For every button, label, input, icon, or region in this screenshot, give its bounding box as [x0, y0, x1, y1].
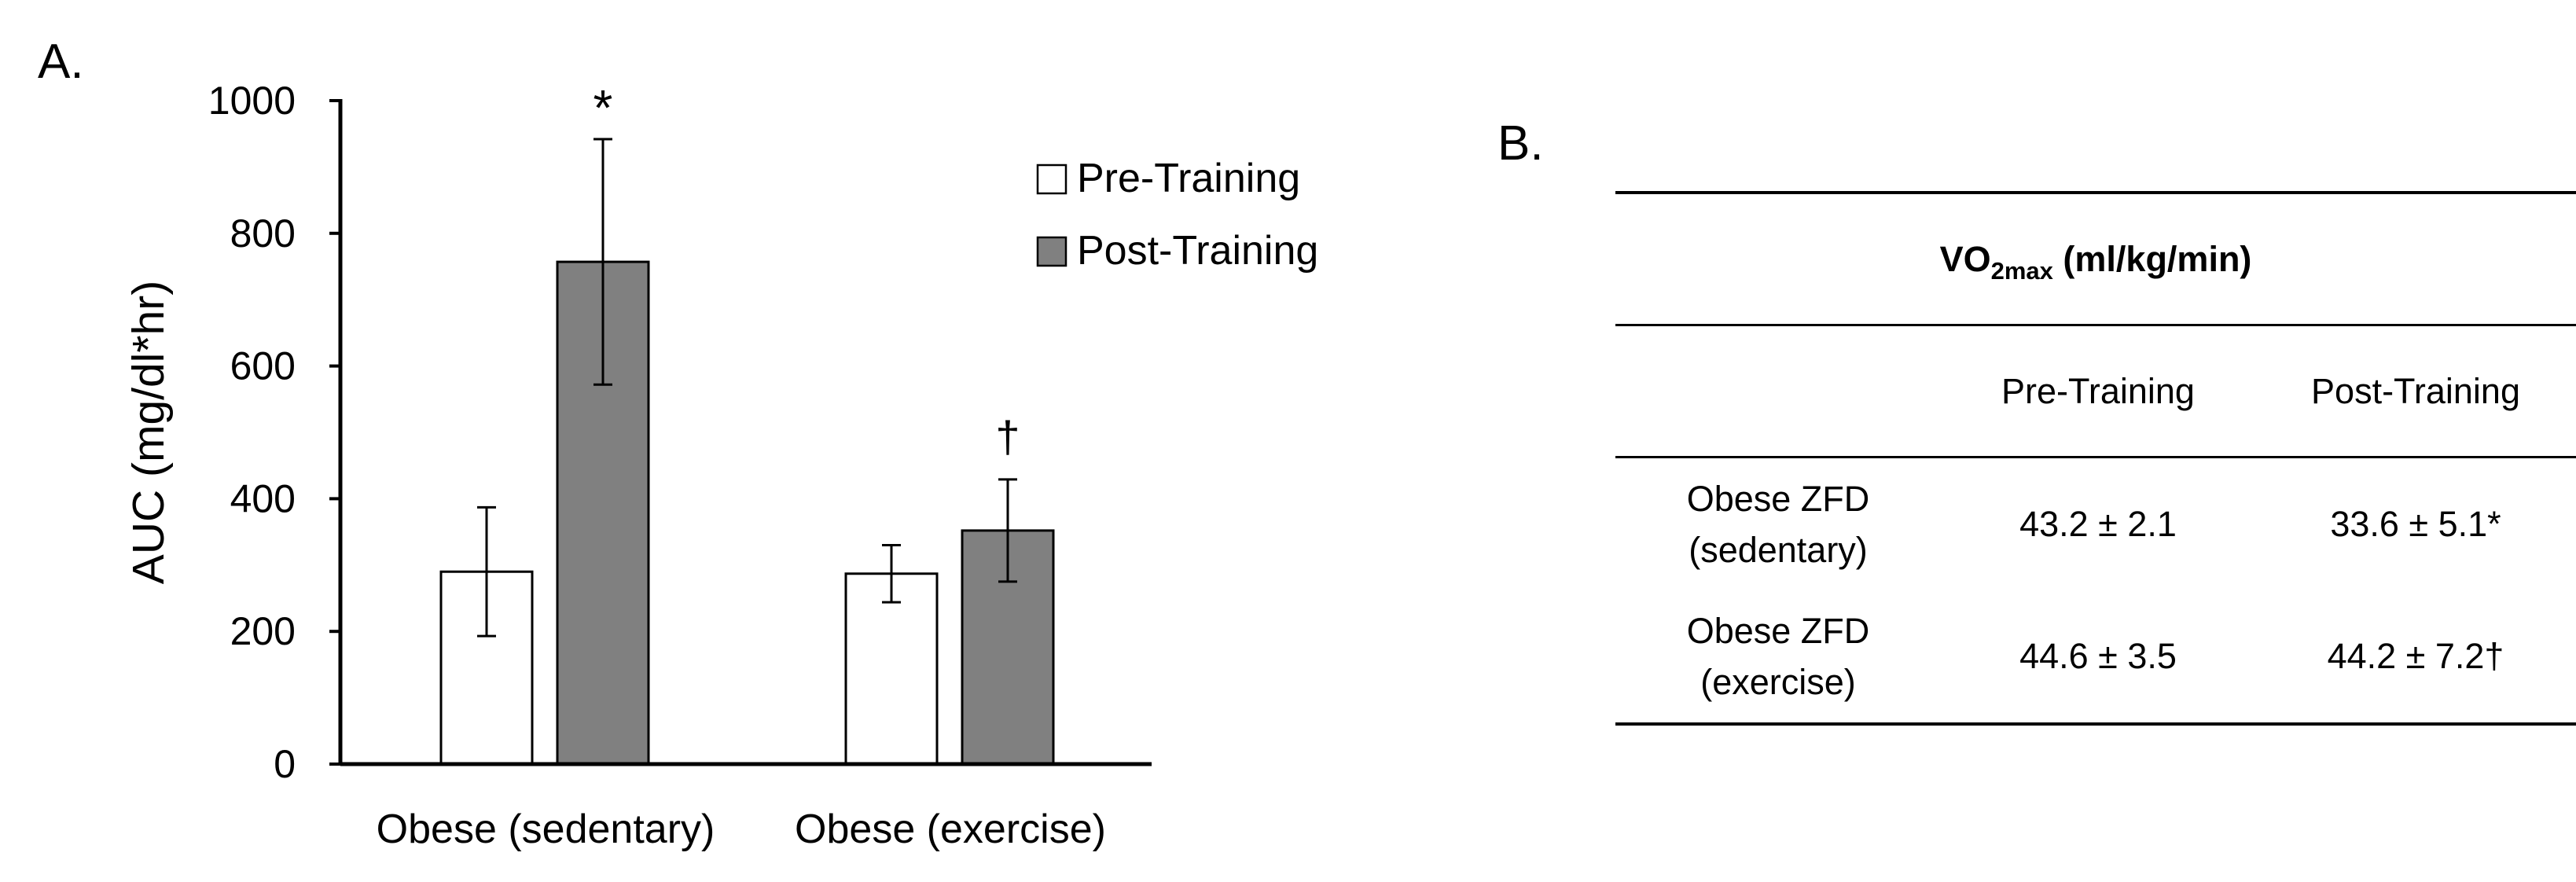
auc-bar-chart: 0 200 400 600 800 1000 AUC (mg/dl*hr) * † Obese (… — [123, 79, 1318, 852]
legend-swatch — [1036, 236, 1068, 267]
panel-b-label: B. — [1497, 116, 1544, 171]
pre-training-value: 44.6 ± 3.5 — [1941, 590, 2255, 726]
y-tick-label: 1000 — [208, 79, 296, 123]
row-label-line1: Obese ZFD — [1686, 478, 1870, 519]
table-title-row: VO2max (ml/kg/min) — [1615, 191, 2576, 326]
table-row: Obese ZFD (exercise) 44.6 ± 3.5 44.2 ± 7.… — [1615, 590, 2576, 726]
significance-marker: † — [995, 412, 1020, 461]
table-title: VO2max (ml/kg/min) — [1615, 191, 2576, 326]
y-tick-label: 800 — [230, 211, 296, 255]
column-header-post-training: Post-Training — [2255, 325, 2576, 458]
legend-label: Pre-Training — [1077, 156, 1300, 201]
vo2max-table-container: VO2max (ml/kg/min) Pre-Training Post-Tra… — [1615, 191, 2576, 726]
row-label: Obese ZFD (exercise) — [1615, 590, 1941, 726]
row-label-line2: (sedentary) — [1689, 530, 1868, 570]
y-axis-title: AUC (mg/dl*hr) — [123, 281, 174, 584]
table-row: Obese ZFD (sedentary) 43.2 ± 2.1 33.6 ± 5… — [1615, 458, 2576, 591]
table-title-main: VO — [1939, 238, 1991, 279]
column-header-pre-training: Pre-Training — [1941, 325, 2255, 458]
column-header-empty — [1615, 325, 1941, 458]
x-category-label: Obese (sedentary) — [377, 807, 715, 852]
post-training-value: 44.2 ± 7.2† — [2255, 590, 2576, 726]
pre-training-value: 43.2 ± 2.1 — [2019, 504, 2177, 545]
y-tick-label: 400 — [230, 476, 296, 520]
vo2max-table: VO2max (ml/kg/min) Pre-Training Post-Tra… — [1615, 191, 2576, 726]
table-title-unit: (ml/kg/min) — [2052, 238, 2252, 279]
significance-marker: * — [593, 79, 613, 136]
row-label: Obese ZFD (sedentary) — [1615, 458, 1941, 591]
y-tick-label: 600 — [230, 344, 296, 388]
post-training-value: 33.6 ± 5.1* — [2330, 504, 2501, 545]
legend-label: Post-Training — [1077, 228, 1318, 274]
y-tick-label: 0 — [274, 742, 296, 786]
legend-swatch — [1036, 164, 1068, 195]
row-label-line1: Obese ZFD — [1686, 610, 1870, 651]
row-label-line2: (exercise) — [1700, 662, 1856, 702]
table-title-subscript: 2max — [1990, 256, 2053, 285]
y-tick-label: 200 — [230, 609, 296, 653]
table-header-row: Pre-Training Post-Training — [1615, 325, 2576, 458]
panel-a-label: A. — [38, 35, 84, 89]
x-category-label: Obese (exercise) — [795, 807, 1106, 852]
